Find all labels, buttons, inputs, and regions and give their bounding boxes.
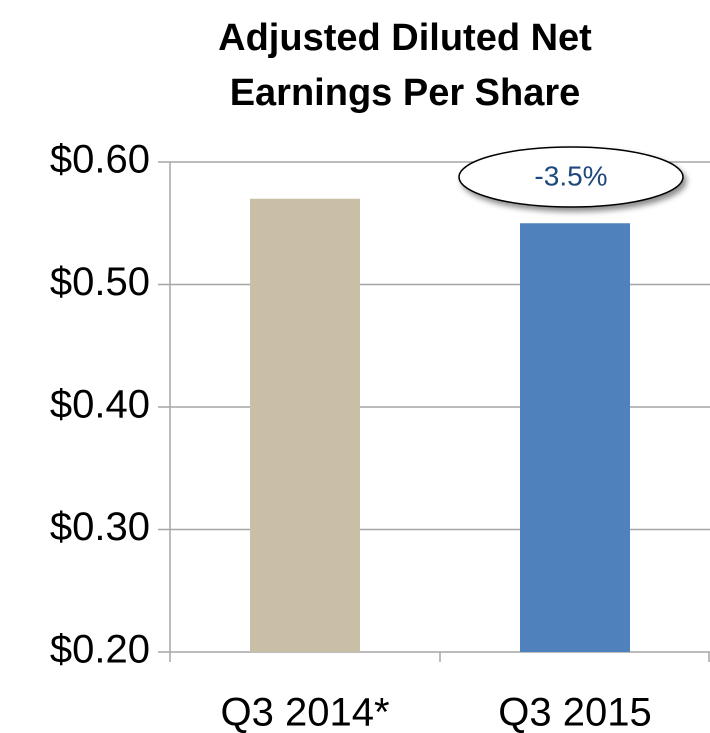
y-tick-label: $0.60 — [50, 138, 150, 182]
bar — [520, 223, 630, 652]
x-tick-label: Q3 2014* — [220, 691, 389, 733]
y-tick-label: $0.30 — [50, 505, 150, 549]
annotation-bubble — [458, 146, 684, 208]
chart-title: Earnings Per Share — [230, 72, 581, 114]
y-tick-label: $0.40 — [50, 383, 150, 427]
bar — [250, 198, 360, 652]
y-tick-label: $0.50 — [50, 260, 150, 304]
y-tick-label: $0.20 — [50, 628, 150, 672]
annotation: -3.5% — [534, 160, 607, 191]
x-tick-label: Q3 2015 — [498, 691, 651, 733]
chart-title: Adjusted Diluted Net — [218, 17, 592, 59]
